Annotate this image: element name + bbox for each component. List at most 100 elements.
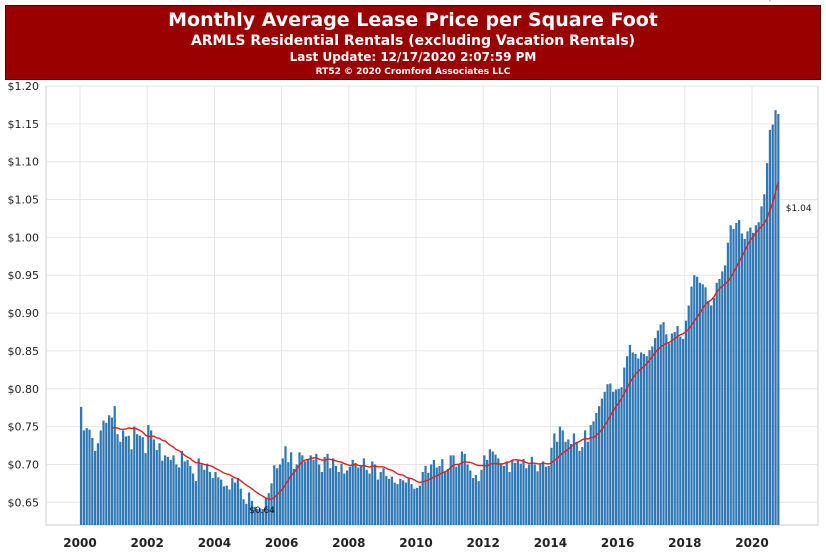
data-bar — [757, 222, 760, 526]
data-bar — [360, 465, 363, 525]
data-bar — [634, 353, 637, 525]
data-bar — [570, 444, 573, 525]
data-bar — [768, 129, 772, 525]
data-bar — [533, 464, 536, 525]
data-bar — [558, 426, 562, 525]
data-bar — [528, 464, 531, 525]
data-bar — [262, 509, 265, 525]
data-bar — [312, 459, 315, 525]
data-bar — [550, 447, 553, 525]
data-bar — [586, 441, 590, 525]
data-bar — [670, 333, 674, 525]
data-bar — [371, 461, 374, 525]
x-tick-label: 2014 — [534, 536, 567, 550]
data-bar — [522, 459, 525, 525]
data-bar — [505, 461, 508, 525]
data-bar — [738, 219, 741, 525]
data-bar — [690, 286, 693, 525]
data-bar — [614, 389, 618, 525]
data-bar — [567, 439, 570, 525]
data-bar — [536, 471, 539, 525]
data-bar — [144, 453, 147, 525]
data-bar — [239, 488, 242, 525]
data-bar — [701, 284, 704, 525]
data-bar — [416, 487, 419, 525]
data-bar — [164, 455, 167, 525]
data-bar — [273, 465, 276, 525]
x-tick-label: 2012 — [466, 536, 499, 550]
data-bar — [452, 455, 455, 525]
data-bar — [623, 367, 626, 525]
data-bar — [673, 331, 676, 525]
data-bar — [584, 430, 587, 525]
data-bar — [133, 426, 136, 525]
copyright-text: RT52 © 2020 Cromford Associates LLC — [315, 67, 511, 77]
y-tick-label: $0.85 — [8, 345, 40, 358]
data-bar — [544, 466, 548, 525]
data-bar — [368, 473, 371, 525]
data-bar — [438, 465, 441, 525]
data-bar — [726, 242, 730, 525]
x-tick-label: 2010 — [399, 536, 432, 550]
data-bar — [385, 475, 388, 525]
data-bar — [326, 453, 329, 525]
data-bar — [592, 421, 595, 525]
data-bar — [214, 472, 217, 525]
data-bar — [231, 478, 234, 525]
data-bar — [494, 454, 497, 525]
data-bar — [497, 458, 500, 525]
data-bar — [707, 300, 710, 525]
data-bar — [581, 447, 584, 525]
data-bar — [474, 475, 478, 525]
value-annotation: $1.04 — [786, 204, 812, 214]
data-bar — [620, 387, 623, 525]
data-bar — [175, 464, 178, 525]
data-bar — [469, 470, 472, 525]
data-bar — [393, 482, 396, 525]
data-bar — [410, 484, 413, 525]
data-bar — [746, 231, 749, 525]
data-bar — [147, 425, 150, 525]
data-bar — [564, 441, 567, 525]
data-bar — [715, 282, 718, 525]
data-bar — [693, 275, 696, 525]
data-bar — [396, 484, 399, 525]
data-bar — [96, 443, 100, 525]
data-bar — [85, 428, 88, 525]
data-bar — [575, 441, 578, 525]
data-bar — [609, 383, 612, 525]
data-bar — [606, 384, 609, 525]
data-bar — [642, 353, 646, 525]
data-bar — [295, 464, 298, 525]
y-tick-label: $0.65 — [8, 496, 40, 509]
data-bar — [676, 325, 679, 525]
data-bar — [617, 388, 620, 525]
data-bar — [228, 489, 231, 525]
data-bar — [379, 472, 382, 525]
x-tick-label: 2016 — [601, 536, 634, 550]
data-bar — [225, 485, 228, 525]
data-bar — [354, 462, 357, 525]
data-bar — [105, 422, 108, 525]
data-bar — [553, 433, 556, 525]
data-bar — [659, 324, 662, 525]
data-bar — [222, 486, 226, 525]
data-bar — [113, 406, 116, 525]
data-bar — [514, 462, 517, 525]
data-bar — [217, 477, 220, 525]
data-bar — [108, 415, 111, 525]
data-bar — [278, 464, 282, 525]
x-tick-label: 2000 — [63, 536, 96, 550]
data-bar — [236, 478, 240, 525]
data-bar — [208, 472, 212, 525]
data-bar — [413, 488, 416, 525]
data-bar — [407, 478, 410, 525]
data-bar — [91, 437, 94, 525]
x-tick-label: 2020 — [735, 536, 768, 550]
data-bar — [320, 472, 324, 525]
data-bar — [119, 441, 122, 525]
data-bar — [136, 434, 139, 525]
data-bar — [595, 412, 598, 525]
data-bar — [463, 453, 466, 525]
last-update-text: Last Update: 12/17/2020 2:07:59 PM — [289, 50, 537, 64]
